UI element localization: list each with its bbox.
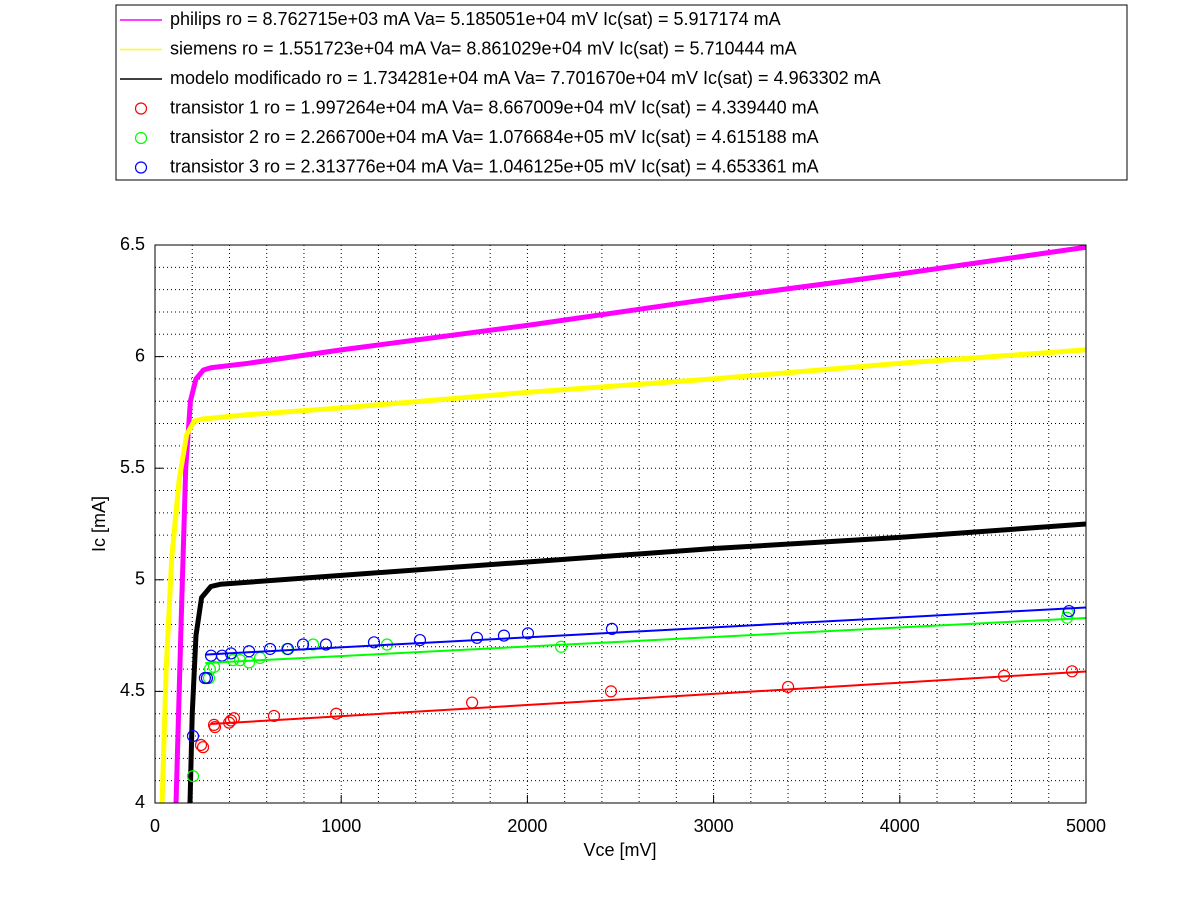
legend-label: modelo modificado ro = 1.734281e+04 mA V…: [170, 68, 881, 88]
legend-label: philips ro = 8.762715e+03 mA Va= 5.18505…: [170, 9, 781, 29]
series-line: [210, 670, 1086, 725]
legend-box: [115, 4, 1128, 181]
data-point: [521, 627, 535, 640]
x-tick-label: 0: [150, 816, 160, 836]
y-tick-label: 4: [135, 792, 145, 812]
axes-box: [154, 244, 1087, 804]
y-tick-label: 5: [135, 569, 145, 589]
data-point: [497, 629, 511, 642]
data-point: [207, 660, 221, 673]
data-point: [1062, 604, 1076, 618]
data-point: [555, 640, 568, 653]
x-axis-label: Vce [mV]: [583, 840, 656, 860]
y-tick-label: 6: [135, 345, 145, 365]
data-point: [330, 707, 343, 720]
data-layer: [159, 245, 1086, 803]
data-point: [194, 738, 208, 752]
data-point: [208, 721, 222, 734]
data-point: [215, 649, 229, 662]
x-tick-label: 4000: [880, 816, 920, 836]
series-line: [205, 616, 1086, 665]
data-point: [604, 685, 618, 698]
legend-label: transistor 2 ro = 2.266700e+04 mA Va= 1.…: [170, 127, 819, 147]
data-point: [263, 642, 277, 656]
legend: philips ro = 8.762715e+03 mA Va= 5.18505…: [120, 9, 881, 176]
data-point: [605, 622, 619, 636]
legend-swatch: [134, 102, 148, 115]
data-point: [186, 729, 200, 743]
data-point: [470, 631, 484, 644]
x-tick-label: 1000: [321, 816, 361, 836]
x-tick-label: 2000: [507, 816, 547, 836]
x-tick-label: 3000: [694, 816, 734, 836]
series-line: [205, 606, 1086, 656]
plot-area: [155, 245, 1086, 803]
data-point: [200, 671, 214, 685]
data-point: [224, 714, 238, 727]
data-point: [186, 770, 200, 783]
data-point: [226, 654, 240, 667]
data-point: [319, 638, 333, 651]
x-tick-label: 5000: [1066, 816, 1106, 836]
data-point: [367, 636, 381, 649]
legend-label: siemens ro = 1.551723e+04 mA Va= 8.86102…: [170, 38, 797, 58]
series-line: [159, 347, 1086, 803]
data-point: [267, 709, 281, 723]
data-point: [781, 680, 795, 694]
y-axis-label: Ic [mA]: [89, 496, 109, 552]
y-tick-label: 4.5: [120, 680, 145, 700]
legend-label: transistor 1 ro = 1.997264e+04 mA Va= 8.…: [170, 97, 819, 117]
data-point: [413, 633, 427, 647]
y-tick-label: 6.5: [120, 234, 145, 254]
data-point: [227, 712, 241, 725]
legend-swatch: [134, 131, 148, 145]
series-line: [173, 245, 1086, 803]
legend-label: transistor 3 ro = 2.313776e+04 mA Va= 1.…: [170, 156, 819, 176]
ticks: 0 1000 2000 3000 4000 5000 4 4.5 5 5.5 6 6.5: [120, 234, 1106, 836]
legend-swatch: [134, 161, 148, 174]
series-line: [187, 521, 1086, 803]
data-point: [196, 741, 210, 754]
y-tick-label: 5.5: [120, 457, 145, 477]
data-point: [306, 638, 320, 651]
